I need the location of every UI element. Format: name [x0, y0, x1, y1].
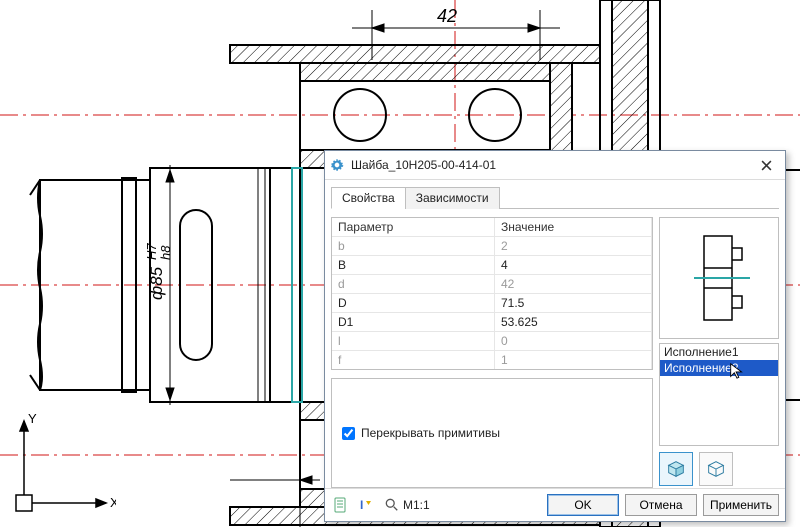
variant-item[interactable]: Исполнение1 — [660, 344, 778, 360]
dialog-title: Шайба_10Н205-00-414-01 — [351, 158, 751, 172]
param-name: B — [332, 256, 495, 274]
param-name: d — [332, 275, 495, 293]
param-name: b — [332, 237, 495, 255]
ok-button[interactable]: OK — [547, 494, 619, 516]
overlap-primitives-label: Перекрывать примитивы — [361, 426, 500, 440]
parameters-table: Параметр Значение b2B4d42D71.5D153.625l0… — [331, 217, 653, 370]
col-header-name: Параметр — [332, 218, 495, 236]
dialog-footer: I M1:1 OK Отмена Применить — [325, 488, 785, 521]
magnifier-icon[interactable] — [383, 496, 401, 514]
overlap-primitives-checkbox[interactable] — [342, 427, 355, 440]
tab-properties[interactable]: Свойства — [331, 187, 406, 209]
gear-icon — [329, 157, 345, 173]
dimension-top: 42 — [437, 6, 457, 26]
col-header-value: Значение — [495, 218, 652, 236]
param-value[interactable]: 42 — [495, 275, 652, 293]
dimension-fit-upper: H7 — [144, 243, 159, 260]
param-row[interactable]: l0 — [332, 331, 652, 350]
param-value[interactable]: 71.5 — [495, 294, 652, 312]
param-row[interactable]: b2 — [332, 236, 652, 255]
tab-dependencies[interactable]: Зависимости — [405, 187, 500, 209]
param-name: f — [332, 351, 495, 369]
param-value[interactable]: 4 — [495, 256, 652, 274]
cancel-button[interactable]: Отмена — [625, 494, 697, 516]
param-value[interactable]: 2 — [495, 237, 652, 255]
param-row[interactable]: B4 — [332, 255, 652, 274]
display-mode-buttons — [659, 450, 779, 488]
zoom-scale-label[interactable]: M1:1 — [403, 498, 430, 512]
part-properties-dialog: Шайба_10Н205-00-414-01 Свойства Зависимо… — [324, 150, 786, 522]
axis-x-label: X — [110, 495, 116, 510]
dialog-titlebar[interactable]: Шайба_10Н205-00-414-01 — [325, 151, 785, 180]
svg-text:I: I — [360, 498, 363, 512]
param-value[interactable]: 53.625 — [495, 313, 652, 331]
ucs-axes-icon: X Y — [6, 411, 116, 521]
notebook-icon[interactable] — [331, 496, 349, 514]
param-row[interactable]: d42 — [332, 274, 652, 293]
preview-pane — [659, 217, 779, 339]
param-row[interactable]: D153.625 — [332, 312, 652, 331]
param-name: D — [332, 294, 495, 312]
overlap-primitives-row[interactable]: Перекрывать примитивы — [331, 378, 653, 488]
dimension-diameter: ф85 — [147, 266, 166, 300]
variants-list[interactable]: Исполнение1Исполнение2 — [659, 343, 779, 446]
display-mode-shaded-button[interactable] — [659, 452, 693, 486]
param-name: D1 — [332, 313, 495, 331]
param-row[interactable]: D71.5 — [332, 293, 652, 312]
cursor-icon — [728, 362, 746, 380]
close-button[interactable] — [751, 155, 781, 175]
param-row[interactable]: f1 — [332, 350, 652, 369]
apply-button[interactable]: Применить — [703, 494, 779, 516]
info-marker-icon[interactable]: I — [357, 496, 375, 514]
param-name: l — [332, 332, 495, 350]
display-mode-wire-button[interactable] — [699, 452, 733, 486]
dimension-fit-lower: h8 — [158, 245, 173, 260]
variant-item[interactable]: Исполнение2 — [660, 360, 778, 376]
tabs: Свойства Зависимости — [331, 186, 779, 209]
axis-y-label: Y — [28, 411, 37, 426]
param-value[interactable]: 1 — [495, 351, 652, 369]
param-value[interactable]: 0 — [495, 332, 652, 350]
